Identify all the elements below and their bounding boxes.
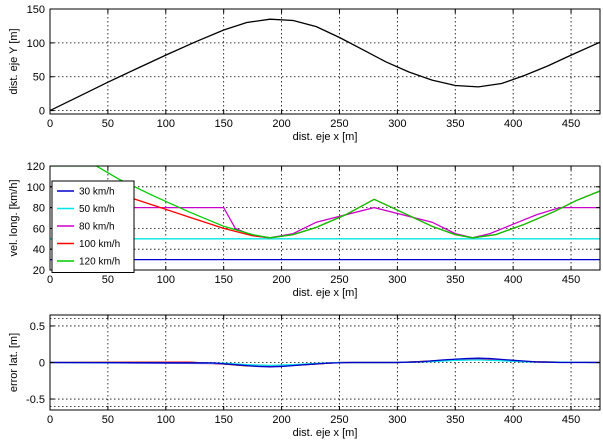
x-tick-label: 400 (504, 118, 522, 130)
x-tick-label: 450 (562, 274, 580, 286)
y-tick-label: 0 (39, 106, 45, 118)
x-tick-label: 100 (157, 274, 175, 286)
x-axis-label: dist. eje x [m] (293, 427, 358, 439)
axes-border (49, 8, 601, 115)
legend: 30 km/h 50 km/h 80 km/h 100 km/h 120 km/h (51, 180, 135, 273)
y-axis-label: vel. long. [km/h] (8, 179, 20, 256)
x-tick-label: 250 (330, 118, 348, 130)
plot-area (49, 165, 601, 271)
x-tick-label: 450 (562, 414, 580, 426)
x-tick-label: 400 (504, 414, 522, 426)
x-tick-label: 0 (47, 414, 53, 426)
x-tick-label: 350 (446, 414, 464, 426)
x-tick-label: 250 (330, 274, 348, 286)
legend-label: 80 km/h (79, 222, 115, 233)
chart-panel-1: 0 50 100 150 200 250 300 350 400 450 0 50 100 150 dist… (8, 4, 601, 143)
x-tick-label: 400 (504, 274, 522, 286)
y-tick-label: 150 (27, 4, 45, 16)
y-tick-label: 0.5 (30, 321, 45, 333)
plot-area (49, 8, 601, 115)
y-tick-label: 120 (27, 161, 45, 173)
y-axis-label: dist. eje Y [m] (8, 28, 20, 94)
x-tick-label: 200 (272, 274, 290, 286)
y-tick-label: 100 (27, 38, 45, 50)
chart-panel-3: 0 50 100 150 200 250 300 350 400 450-0.500.5dist.… (8, 314, 601, 439)
x-tick-label: 300 (388, 118, 406, 130)
x-tick-label: 50 (102, 274, 114, 286)
x-tick-label: 50 (102, 118, 114, 130)
x-tick-label: 350 (446, 118, 464, 130)
x-tick-label: 200 (272, 414, 290, 426)
legend-label: 120 km/h (79, 257, 120, 268)
x-tick-label: 250 (330, 414, 348, 426)
y-tick-label: -0.5 (26, 394, 45, 406)
x-tick-label: 300 (388, 414, 406, 426)
series-line-1 (50, 18, 600, 112)
x-tick-label: 350 (446, 274, 464, 286)
legend-label: 30 km/h (79, 187, 115, 198)
x-tick-label: 100 (157, 118, 175, 130)
chart-panel-2: 0 50 100 150 200 250 300 350 400 450 20 40 60 80 100 12… (8, 161, 601, 299)
x-tick-label: 150 (215, 118, 233, 130)
y-tick-label: 80 (33, 203, 45, 215)
x-tick-label: 300 (388, 274, 406, 286)
x-tick-label: 50 (102, 414, 114, 426)
y-axis-label: error lat. [m] (8, 333, 20, 392)
x-tick-label: 100 (157, 414, 175, 426)
x-axis-label: dist. eje x [m] (293, 287, 358, 299)
y-tick-label: 20 (33, 265, 45, 277)
series-line-5 (50, 357, 600, 368)
y-tick-label: 100 (27, 182, 45, 194)
x-tick-label: 0 (47, 274, 53, 286)
y-tick-label: 60 (33, 223, 45, 235)
y-tick-label: 0 (39, 358, 45, 370)
legend-label: 100 km/h (79, 239, 120, 250)
series-line-5 (50, 166, 600, 239)
x-tick-label: 150 (215, 414, 233, 426)
x-tick-label: 200 (272, 118, 290, 130)
axes-border (49, 165, 601, 271)
x-tick-label: 450 (562, 118, 580, 130)
y-tick-label: 50 (33, 72, 45, 84)
x-axis-label: dist. eje x [m] (293, 131, 358, 143)
x-tick-label: 150 (215, 274, 233, 286)
x-tick-label: 0 (47, 118, 53, 130)
y-tick-label: 40 (33, 244, 45, 256)
legend-label: 50 km/h (79, 204, 115, 215)
